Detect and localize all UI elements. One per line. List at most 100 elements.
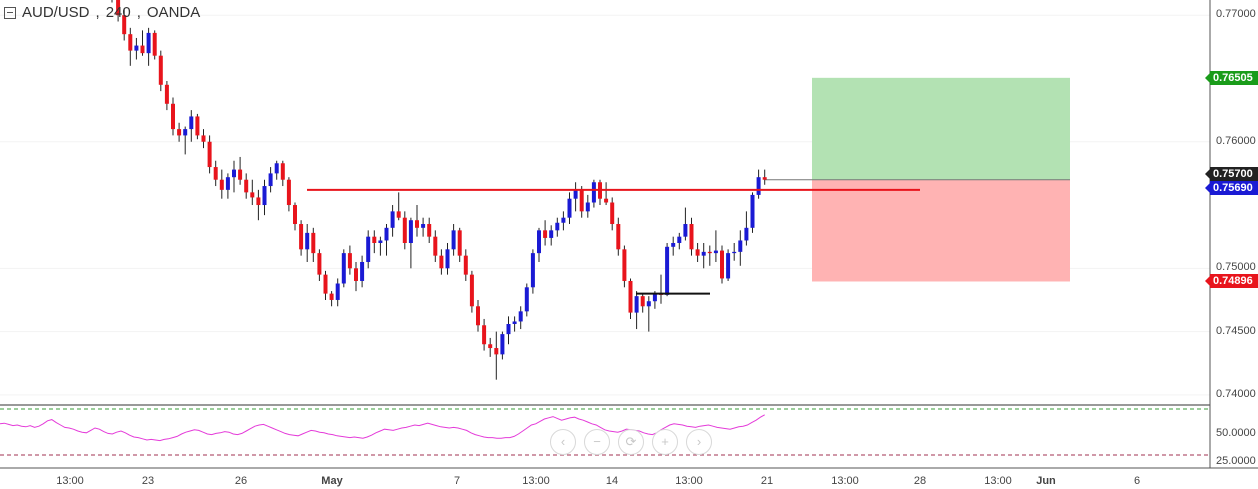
candle bbox=[476, 299, 480, 332]
candle bbox=[366, 230, 371, 269]
candle bbox=[756, 169, 761, 199]
candles bbox=[111, 0, 767, 380]
candle bbox=[427, 217, 432, 243]
candle bbox=[311, 227, 316, 262]
candle bbox=[567, 192, 572, 225]
time-tick: 21 bbox=[760, 475, 774, 487]
scroll-right-button[interactable]: › bbox=[686, 429, 712, 455]
candle bbox=[354, 261, 358, 292]
price-tick: 0.75000 bbox=[1216, 261, 1256, 274]
candle bbox=[671, 236, 676, 256]
candle bbox=[549, 225, 554, 246]
candle bbox=[744, 211, 749, 246]
candle bbox=[158, 50, 163, 92]
candle bbox=[317, 249, 322, 281]
candle bbox=[585, 194, 590, 218]
candle bbox=[213, 160, 218, 187]
time-tick: 13:00 bbox=[56, 475, 84, 487]
time-tick: 6 bbox=[1133, 475, 1141, 487]
candle bbox=[555, 217, 560, 237]
candle bbox=[293, 202, 297, 231]
candle bbox=[445, 243, 450, 275]
candle bbox=[561, 211, 566, 231]
candle bbox=[347, 245, 352, 275]
candle bbox=[506, 316, 511, 345]
candle bbox=[433, 230, 438, 262]
chart-title: AUD/USD, 240, OANDA bbox=[4, 4, 200, 21]
price-tick: 0.76000 bbox=[1216, 134, 1256, 147]
candle bbox=[469, 270, 474, 313]
candle bbox=[463, 249, 468, 281]
candle bbox=[451, 224, 456, 256]
candle bbox=[500, 331, 505, 360]
price-tick: 0.74500 bbox=[1216, 324, 1256, 337]
candle bbox=[439, 249, 444, 275]
candle bbox=[616, 217, 621, 256]
candle bbox=[701, 243, 706, 269]
candle bbox=[323, 270, 328, 300]
candle bbox=[610, 197, 615, 231]
candle bbox=[128, 27, 133, 66]
time-tick: Jun bbox=[1036, 475, 1056, 487]
candle bbox=[280, 160, 285, 187]
time-tick: 13:00 bbox=[675, 475, 703, 487]
candle bbox=[305, 224, 310, 262]
candle bbox=[646, 296, 651, 332]
candle bbox=[683, 207, 688, 241]
rsi-tick: 50.0000 bbox=[1216, 427, 1256, 439]
candle bbox=[494, 331, 499, 380]
candle bbox=[537, 227, 541, 262]
candle bbox=[518, 306, 523, 330]
candle bbox=[640, 293, 645, 313]
target-zone[interactable] bbox=[812, 77, 1070, 180]
zoom-out-button[interactable]: − bbox=[584, 429, 610, 455]
scroll-left-button[interactable]: ‹ bbox=[550, 429, 576, 455]
candle bbox=[665, 243, 670, 297]
candle bbox=[256, 189, 261, 221]
candle bbox=[689, 217, 694, 256]
candle bbox=[488, 337, 493, 357]
candle bbox=[122, 8, 127, 41]
candle bbox=[140, 30, 145, 56]
candle bbox=[201, 129, 206, 149]
candle bbox=[183, 126, 188, 155]
candle bbox=[384, 224, 389, 256]
candle bbox=[408, 217, 413, 269]
candle bbox=[762, 169, 767, 185]
zoom-in-button[interactable]: + bbox=[652, 429, 678, 455]
candle bbox=[164, 81, 169, 111]
candle bbox=[732, 243, 737, 261]
candle bbox=[738, 230, 743, 266]
symbol-label[interactable]: AUD/USD bbox=[22, 4, 90, 21]
time-tick: 26 bbox=[234, 475, 248, 487]
candle bbox=[720, 245, 724, 284]
candle bbox=[274, 160, 279, 180]
stop-zone[interactable] bbox=[812, 179, 1070, 282]
candle bbox=[360, 255, 365, 288]
candle bbox=[225, 173, 230, 199]
time-tick: 13:00 bbox=[831, 475, 859, 487]
candle bbox=[726, 249, 731, 281]
candle bbox=[146, 27, 151, 66]
candle bbox=[171, 97, 175, 136]
candle bbox=[329, 291, 334, 307]
candle bbox=[524, 283, 529, 317]
candle bbox=[573, 182, 578, 212]
collapse-icon[interactable] bbox=[4, 6, 16, 19]
candle bbox=[116, 0, 121, 22]
candle bbox=[335, 278, 340, 307]
candle bbox=[530, 249, 535, 294]
interval-label[interactable]: 240 bbox=[105, 4, 131, 21]
time-tick: 13:00 bbox=[522, 475, 550, 487]
candle bbox=[238, 156, 243, 185]
candle bbox=[195, 113, 200, 140]
position-tool[interactable] bbox=[764, 77, 1070, 282]
candle bbox=[396, 192, 401, 221]
candle bbox=[286, 177, 291, 212]
rsi-tick: 25.0000 bbox=[1216, 455, 1256, 467]
candle bbox=[628, 278, 633, 319]
time-tick: 13:00 bbox=[984, 475, 1012, 487]
reset-chart-button[interactable]: ⟳ bbox=[618, 429, 644, 455]
candle bbox=[341, 249, 346, 288]
